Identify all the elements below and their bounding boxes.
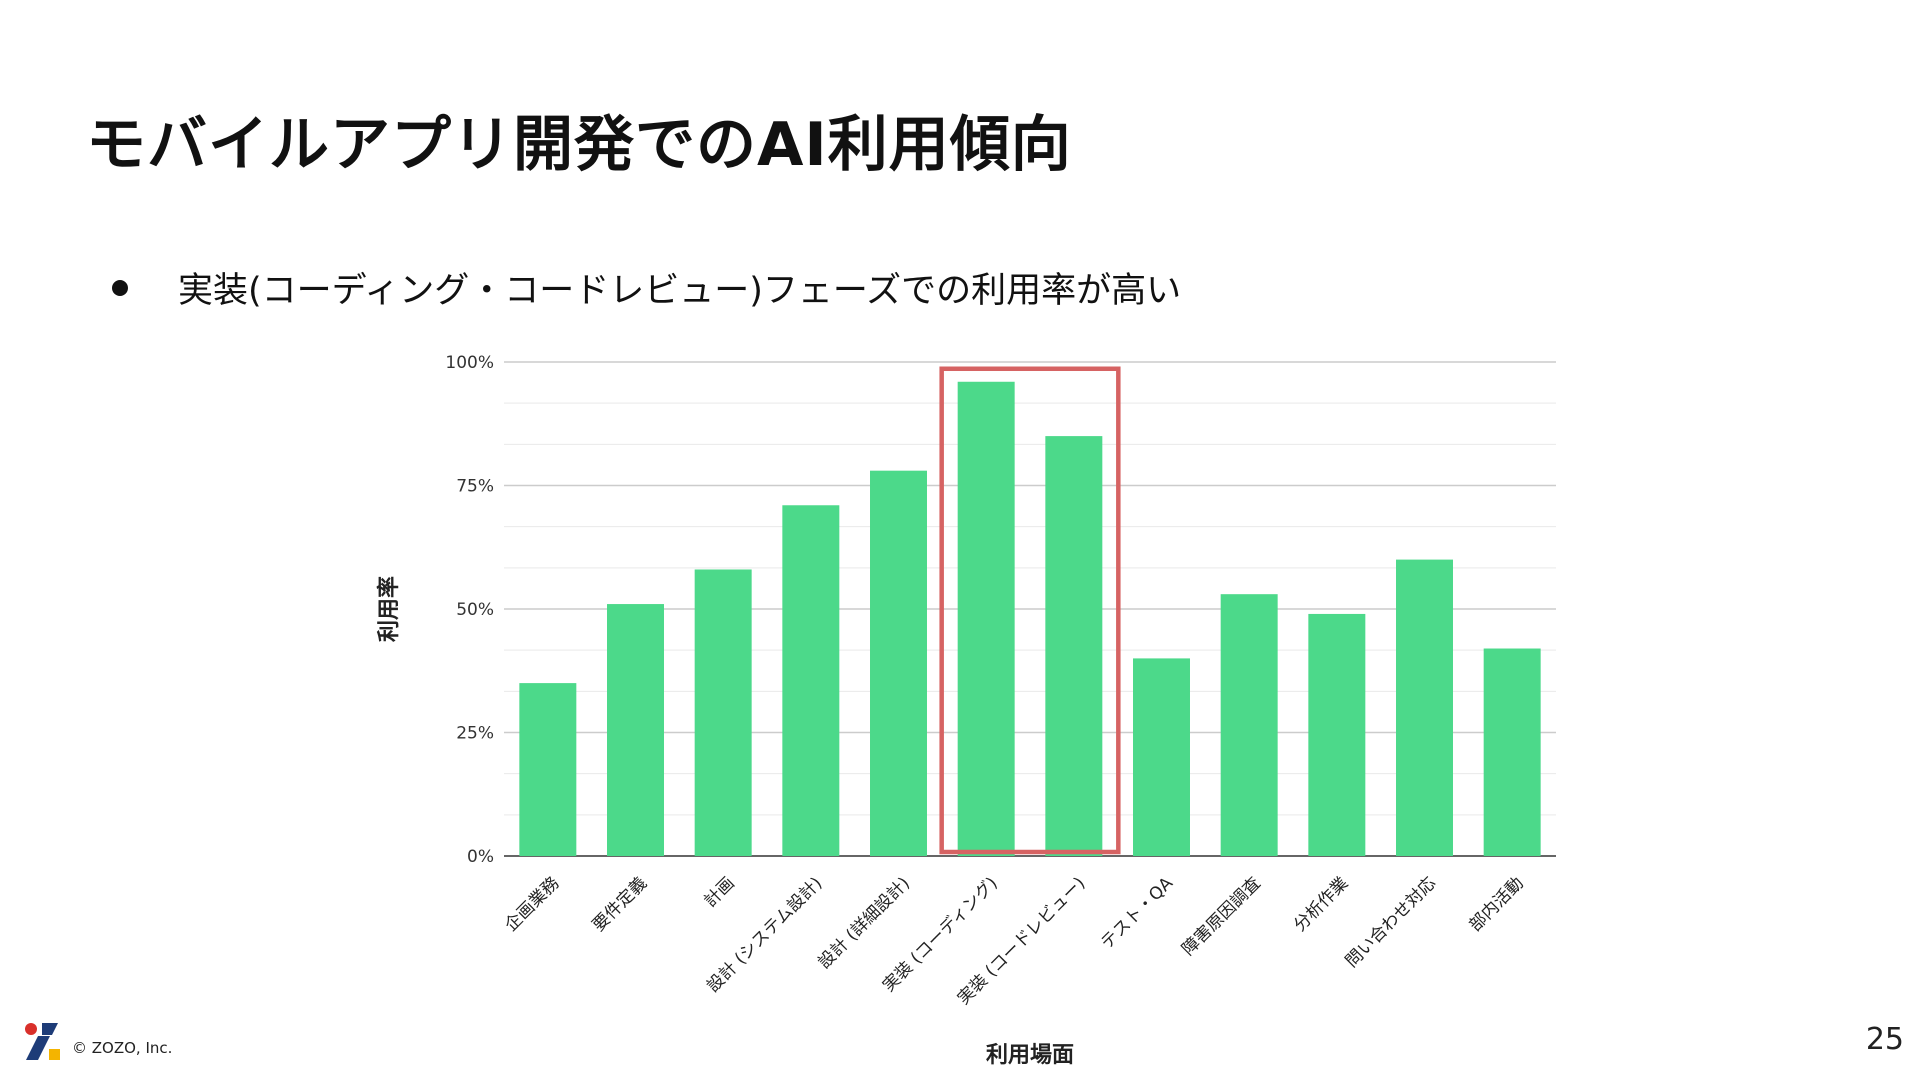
y-tick-label: 75% <box>456 477 494 497</box>
copyright-text: © ZOZO, Inc. <box>72 1039 173 1057</box>
bullet-dot-icon <box>112 279 128 296</box>
y-tick-label: 25% <box>456 724 494 744</box>
bar <box>1308 613 1366 856</box>
zozo-logo-icon <box>25 1023 60 1060</box>
x-tick-label: テスト・QA <box>1097 873 1177 953</box>
bullet-item: 実装(コーディング・コードレビュー)フェーズでの利用率が高い <box>112 262 1181 313</box>
x-axis-title: 利用場面 <box>986 1043 1074 1068</box>
y-axis-title: 利用率 <box>376 576 402 642</box>
logo-yellow-square <box>49 1049 60 1060</box>
page-number: 25 <box>1865 1022 1904 1057</box>
bar <box>1396 559 1453 856</box>
y-tick-label: 100% <box>445 353 494 373</box>
bar <box>870 470 927 856</box>
x-tick-label: 要件定義 <box>589 873 651 935</box>
x-tick-label: 設計 (詳細設計) <box>815 873 914 972</box>
x-tick-label: 障害原因調査 <box>1178 873 1264 959</box>
bar <box>519 683 577 856</box>
bar <box>1220 594 1278 856</box>
x-tick-label: 企画業務 <box>501 873 563 935</box>
bar <box>1483 648 1541 856</box>
x-tick-label: 部内活動 <box>1465 873 1527 935</box>
x-tick-label: 計画 <box>701 873 739 911</box>
bar <box>1133 658 1190 856</box>
x-tick-label: 分析作業 <box>1290 873 1352 935</box>
logo-blue-bar <box>42 1023 58 1035</box>
bar <box>607 604 664 856</box>
y-tick-label: 50% <box>456 600 494 620</box>
x-tick-label: 問い合わせ対応 <box>1342 873 1440 971</box>
highlight-box <box>939 366 1121 855</box>
bar <box>1045 436 1103 856</box>
slide-title: モバイルアプリ開発でのAI利用傾向 <box>86 110 1072 180</box>
logo-red-dot <box>25 1023 37 1035</box>
bar <box>694 569 752 856</box>
bar <box>957 381 1015 856</box>
logo-blue-shape <box>26 1036 50 1060</box>
bar <box>782 505 840 856</box>
bullet-text: 実装(コーディング・コードレビュー)フェーズでの利用率が高い <box>178 271 1182 311</box>
y-tick-label: 0% <box>467 847 494 867</box>
